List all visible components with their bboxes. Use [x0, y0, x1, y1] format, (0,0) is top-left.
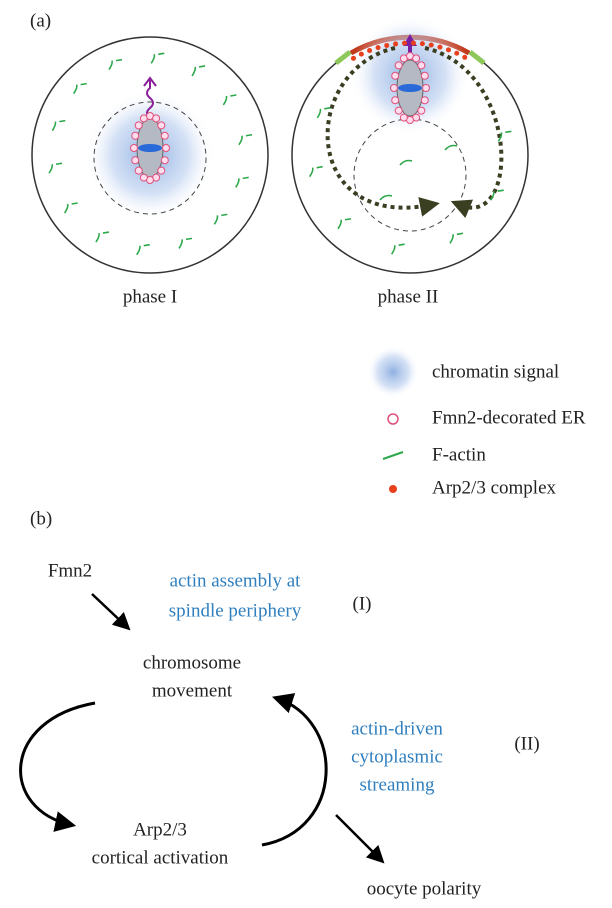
decoration: [157, 166, 166, 175]
decoration: [160, 156, 169, 165]
decoration: [73, 82, 87, 95]
legend-actin: [382, 451, 404, 460]
decoration: [152, 114, 161, 123]
decoration: [131, 131, 140, 140]
panel-label: (b): [30, 508, 52, 529]
decoration: [490, 189, 504, 201]
decoration: [399, 113, 408, 122]
decoration: [391, 71, 400, 80]
actin-and-er: [48, 40, 512, 256]
process-tag: (II): [514, 733, 539, 754]
decoration: [462, 54, 468, 60]
decoration: [428, 42, 434, 48]
decoration: [157, 121, 166, 130]
decoration: [437, 44, 443, 50]
legend-label: F-actin: [432, 444, 486, 465]
decoration: [420, 96, 429, 105]
decoration: [497, 130, 512, 142]
decoration: [350, 55, 356, 61]
decoration: [399, 159, 413, 166]
decoration: [178, 237, 193, 249]
decoration: [394, 61, 403, 70]
decoration: [337, 217, 352, 230]
node: Arp2/3: [133, 819, 187, 840]
legend-glow: [367, 346, 419, 398]
decoration: [375, 45, 381, 51]
arrow: [19, 701, 96, 832]
node: movement: [152, 680, 233, 701]
process: spindle periphery: [169, 600, 302, 621]
decoration: [390, 84, 398, 92]
legend-label: Arp2/3 complex: [432, 477, 557, 498]
decoration: [160, 131, 169, 140]
legend-label: chromatin signal: [432, 361, 559, 382]
decoration: [358, 51, 364, 57]
decoration: [150, 52, 165, 64]
process: cytoplasmic: [351, 746, 443, 767]
decoration: [108, 58, 123, 71]
decoration: [390, 243, 405, 255]
decoration: [454, 50, 460, 56]
decoration: [162, 144, 170, 152]
decoration: [139, 173, 148, 182]
panel-label: (a): [30, 10, 51, 31]
decoration: [130, 144, 138, 152]
decoration: [420, 71, 429, 80]
decoration: [419, 41, 425, 47]
decoration: [95, 231, 110, 243]
decoration: [63, 202, 78, 214]
decoration: [308, 165, 323, 178]
decoration: [422, 84, 430, 92]
decoration: [417, 106, 426, 115]
arrow: [91, 593, 131, 631]
decoration: [238, 133, 253, 146]
arrow: [335, 814, 385, 864]
decoration: [222, 94, 237, 106]
decoration: [134, 121, 143, 130]
node: chromosome: [143, 652, 241, 673]
decoration: [391, 96, 400, 105]
node: Fmn2: [48, 560, 92, 581]
decoration: [384, 42, 390, 48]
decoration: [444, 144, 458, 151]
arrow: [261, 693, 328, 847]
decoration: [417, 61, 426, 70]
decoration: [394, 106, 403, 115]
process: actin-driven: [351, 718, 443, 739]
decoration: [51, 119, 66, 132]
node: oocyte polarity: [367, 878, 482, 899]
process: streaming: [360, 774, 435, 795]
decoration: [48, 162, 63, 174]
decoration: [235, 176, 249, 188]
decoration: [213, 213, 228, 225]
legend-label: Fmn2-decorated ER: [432, 407, 586, 428]
cell-phase-1: [31, 36, 269, 274]
decoration: [134, 166, 143, 175]
decoration: [410, 40, 416, 46]
phase-label: phase II: [378, 286, 439, 307]
phase-label: phase I: [123, 286, 177, 307]
decoration: [367, 48, 373, 54]
decoration: [445, 47, 451, 53]
node: cortical activation: [92, 847, 229, 868]
decoration: [412, 54, 421, 63]
decoration: [401, 40, 407, 46]
decoration: [393, 41, 399, 47]
process-tag: (I): [353, 593, 372, 614]
decoration: [449, 232, 464, 244]
decoration: [316, 107, 331, 119]
decoration: [191, 65, 206, 77]
process: actin assembly at: [170, 570, 302, 591]
legend-er: [387, 413, 399, 425]
decoration: [136, 243, 150, 256]
legend-arp: [389, 485, 397, 493]
decoration: [131, 156, 140, 165]
decoration: [379, 194, 393, 201]
